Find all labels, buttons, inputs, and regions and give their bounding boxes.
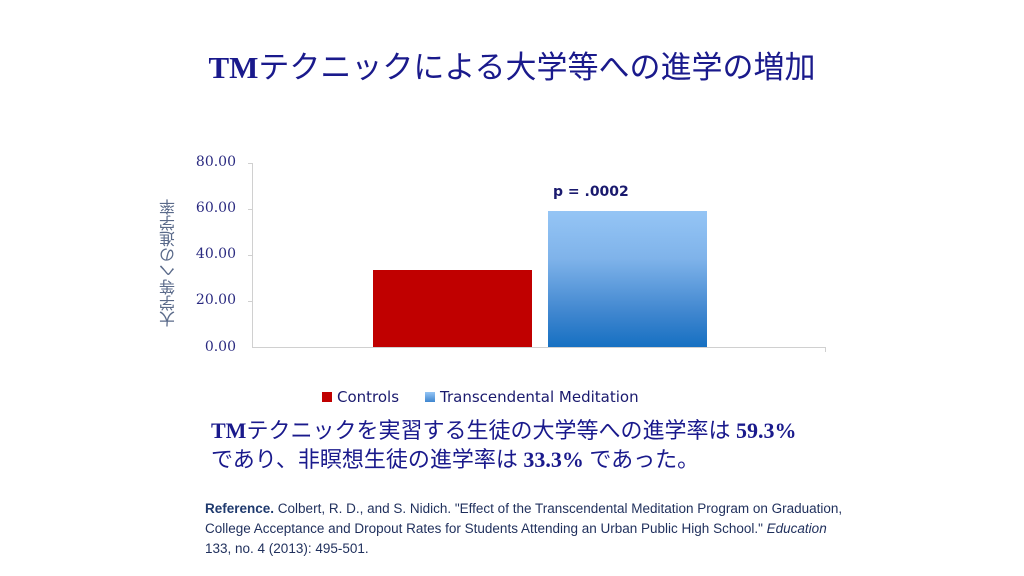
reference-lead: Reference. bbox=[205, 501, 275, 516]
reference-text: Colbert, R. D., and S. Nidich. "Effect o… bbox=[205, 501, 843, 536]
x-axis-line bbox=[252, 347, 826, 348]
bar-controls bbox=[373, 270, 532, 347]
legend-item-tm: Transcendental Meditation bbox=[425, 388, 639, 406]
y-axis-label: 大学等への進学率 bbox=[159, 199, 178, 327]
reference-journal: Education bbox=[766, 521, 827, 536]
legend-label-tm: Transcendental Meditation bbox=[440, 388, 639, 406]
bar-transcendental-meditation bbox=[548, 211, 707, 347]
y-tickmark bbox=[248, 301, 252, 302]
reference-citation: Reference. Colbert, R. D., and S. Nidich… bbox=[205, 499, 845, 559]
y-tickmark bbox=[248, 255, 252, 256]
summary-text: TMテクニックを実習する生徒の大学等への進学率は 59.3% であり、非瞑想生徒… bbox=[211, 416, 891, 474]
summary-control-value: 33.3% bbox=[523, 447, 584, 472]
chart-legend: Controls Transcendental Meditation bbox=[322, 387, 665, 407]
x-axis-end-tick bbox=[825, 347, 826, 352]
reference-volume-pages: 133, no. 4 (2013): 495-501. bbox=[205, 541, 369, 556]
summary-line-2-suffix: であった。 bbox=[583, 447, 700, 472]
summary-line-2-text: であり、非瞑想生徒の進学率は bbox=[211, 447, 524, 472]
y-tick-20: 20.00 bbox=[195, 292, 236, 308]
y-tick-0: 0.00 bbox=[204, 339, 236, 355]
legend-item-controls: Controls bbox=[322, 388, 399, 406]
p-value-annotation: p = .0002 bbox=[553, 184, 629, 200]
legend-swatch-blue-icon bbox=[425, 392, 436, 402]
legend-label-controls: Controls bbox=[337, 388, 400, 406]
summary-line-2: であり、非瞑想生徒の進学率は 33.3% であった。 bbox=[211, 445, 891, 474]
y-tickmark bbox=[248, 209, 252, 210]
y-tickmark bbox=[248, 163, 252, 164]
summary-line-1: TMテクニックを実習する生徒の大学等への進学率は 59.3% bbox=[211, 416, 891, 445]
title-text: テクニックによる大学等への進学の増加 bbox=[258, 50, 816, 85]
y-tick-40: 40.00 bbox=[195, 246, 236, 262]
summary-tm-bold: TM bbox=[211, 418, 247, 443]
y-tick-60: 60.00 bbox=[195, 200, 236, 216]
summary-tm-value: 59.3% bbox=[735, 418, 797, 443]
y-axis-line bbox=[252, 163, 253, 348]
title-bold-part: TM bbox=[208, 50, 259, 85]
summary-line-1-text: テクニックを実習する生徒の大学等への進学率は bbox=[246, 418, 736, 443]
slide-title: TMテクニックによる大学等への進学の増加 bbox=[0, 42, 1024, 87]
legend-swatch-red-icon bbox=[322, 392, 332, 402]
y-tick-80: 80.00 bbox=[195, 154, 236, 170]
